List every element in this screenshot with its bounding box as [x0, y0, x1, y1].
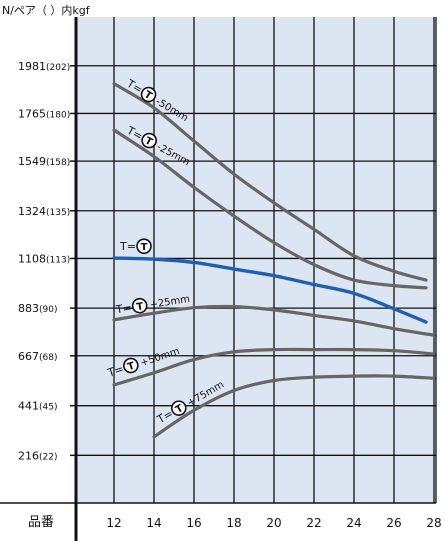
- thickness-symbol-letter: T: [141, 242, 148, 253]
- x-tick-label: 22: [306, 516, 321, 530]
- series-line: [112, 304, 436, 337]
- x-tick-label: 26: [386, 516, 401, 530]
- thickness-symbol-icon: [123, 357, 139, 374]
- y-tick-label: 1324(135): [18, 205, 70, 218]
- series-line: [112, 256, 428, 324]
- x-tick-label: 24: [346, 516, 361, 530]
- thickness-symbol-letter: T: [142, 89, 154, 102]
- y-tick-label: 667(68): [18, 350, 57, 363]
- x-axis-label: 品番: [28, 515, 54, 530]
- y-tick-label: 1549(158): [18, 155, 70, 168]
- x-tick-label: 16: [186, 516, 201, 530]
- x-tick-label: 18: [226, 516, 241, 530]
- y-tick-label: 441(45): [18, 400, 57, 413]
- y-tick-label: 216(22): [18, 449, 57, 462]
- thickness-symbol-icon: [141, 132, 157, 149]
- thickness-symbol-letter: T: [126, 361, 136, 374]
- y-tick-label: 1981(202): [18, 60, 70, 73]
- y-tick-label: 1765(180): [18, 107, 70, 120]
- series-label: T= T: [119, 238, 152, 254]
- x-tick-label: 14: [146, 516, 161, 530]
- series-label-prefix: T=: [114, 301, 133, 316]
- series-line: [152, 374, 436, 439]
- x-tick-label: 28: [426, 516, 441, 530]
- unit-label: N/ペア（ ）内kgf: [2, 4, 90, 17]
- thickness-symbol-letter: T: [174, 403, 186, 416]
- series-label-prefix: T=: [119, 240, 136, 253]
- thickness-symbol-letter: T: [143, 135, 154, 148]
- series-label-prefix: T=: [105, 362, 125, 380]
- y-tick-label: 883(90): [18, 302, 57, 315]
- thickness-symbol-icon: [140, 86, 157, 103]
- series-line: [112, 347, 436, 387]
- series-line: [112, 128, 428, 290]
- thickness-symbol-letter: T: [136, 301, 145, 313]
- series-line: [112, 82, 428, 282]
- thickness-symbol-icon: [136, 238, 152, 254]
- x-tick-label: 20: [266, 516, 281, 530]
- thickness-symbol-icon: [131, 297, 148, 314]
- y-tick-label: 1108(113): [18, 252, 70, 265]
- x-tick-label: 12: [106, 516, 121, 530]
- thickness-symbol-icon: [170, 400, 187, 416]
